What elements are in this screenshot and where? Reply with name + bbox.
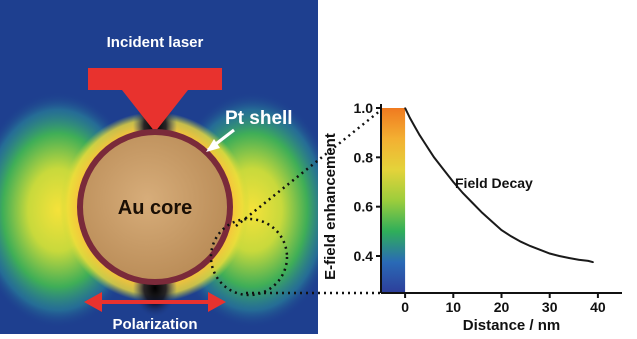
field-decay-point: [529, 245, 532, 247]
x-tick-label: 30: [542, 299, 558, 315]
field-decay-point: [577, 258, 580, 261]
field-decay-point: [568, 257, 570, 259]
pt-shell-label: Pt shell: [225, 108, 293, 129]
y-tick-label: 0.4: [354, 248, 374, 264]
field-map-panel: Incident laser Au core Pt shell Polariza…: [0, 0, 318, 334]
field-decay-point: [539, 249, 541, 251]
field-decay-curve: [404, 107, 594, 264]
field-decay-point: [409, 117, 411, 119]
field-decay-point: [587, 260, 590, 262]
polarization-arrow-left-head: [84, 292, 102, 312]
field-decay-point: [428, 149, 431, 151]
x-axis-title: Distance / nm: [463, 317, 561, 334]
field-decay-point: [558, 255, 561, 257]
field-decay-point: [413, 125, 416, 128]
field-decay-point: [452, 181, 455, 183]
y-tick-label: 0.8: [354, 149, 374, 165]
au-core-label: Au core: [118, 197, 192, 219]
field-decay-point: [481, 212, 484, 214]
field-decay-point: [548, 252, 551, 255]
polarization-label: Polarization: [112, 316, 197, 333]
au-core-pt-shell-particle: [77, 129, 233, 285]
field-decay-point: [510, 235, 512, 238]
field-decay-point: [491, 220, 493, 223]
y-tick-label: 1.0: [354, 100, 374, 116]
x-tick-label: 10: [446, 299, 462, 315]
field-decay-point: [500, 229, 503, 231]
polarization-arrow-right-head: [208, 292, 226, 312]
field-decay-point: [418, 134, 421, 136]
colorbar: [381, 108, 406, 293]
field-decay-point: [471, 202, 474, 204]
field-decay-point: [433, 156, 435, 159]
y-axis-title: E-field enhancement: [322, 133, 339, 280]
pt-shell-pointer-head: [206, 139, 220, 152]
field-decay-annotation: Field Decay: [455, 175, 533, 191]
x-tick-label: 40: [590, 299, 606, 315]
field-decay-point: [423, 141, 426, 144]
y-tick-label: 0.6: [354, 199, 374, 215]
field-decay-point: [442, 168, 445, 171]
zoom-connector-top: [235, 109, 382, 227]
field-decay-point: [592, 261, 594, 263]
incident-laser-label: Incident laser: [107, 34, 204, 51]
field-decay-point: [519, 240, 522, 243]
zoom-region-circle: [209, 217, 289, 297]
x-tick-label: 0: [401, 299, 409, 315]
incident-laser-arrow: [88, 68, 222, 132]
x-tick-label: 20: [494, 299, 510, 315]
field-decay-point: [404, 107, 406, 109]
field-decay-chart: 0.4 0.6 0.8 1.0 0 10 20 30 40 Distance / nm E-fiel…: [322, 100, 622, 334]
field-decay-point: [462, 192, 464, 194]
